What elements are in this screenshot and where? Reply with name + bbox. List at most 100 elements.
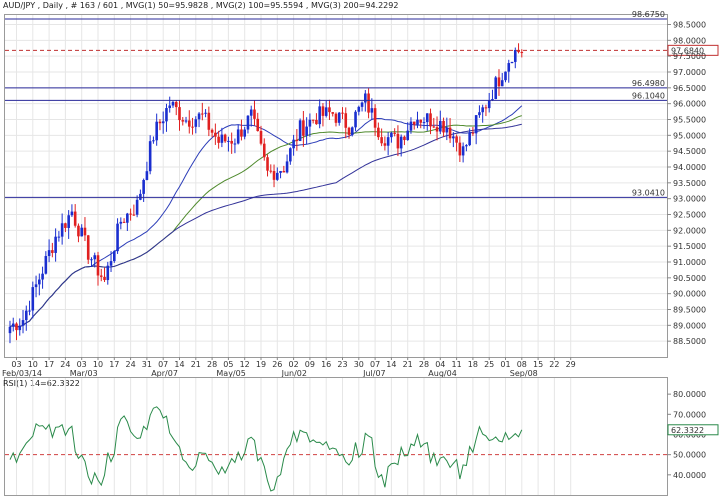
candle-body — [227, 140, 230, 142]
candle-body — [24, 310, 28, 321]
date-tick-label: 03 — [11, 360, 21, 369]
candle-body — [364, 93, 367, 103]
rsi-tick-label: 70.0000 — [673, 410, 706, 419]
date-tick-label: 17 — [109, 360, 119, 369]
date-tick-label: 01 — [500, 360, 510, 369]
candle-body — [99, 275, 103, 277]
candle-body — [236, 129, 240, 144]
candle-body — [439, 120, 442, 132]
date-axis: 03 10 17 24 03 10 17 24 31 07 14 21 28 05 12 19 26 02 09 16… — [2, 357, 576, 378]
candle-body — [324, 107, 328, 116]
candle-body — [383, 143, 387, 146]
price-tick-label: 90.5000 — [673, 274, 706, 283]
candle-body — [308, 119, 312, 127]
candle-body — [292, 139, 295, 149]
candle-body — [158, 121, 162, 124]
candlesticks — [8, 43, 524, 344]
candle-body — [285, 161, 289, 173]
candle-body — [217, 136, 220, 143]
candle-body — [126, 213, 129, 223]
level-label: 96.1040 — [632, 91, 665, 100]
candle-body — [331, 112, 335, 114]
candle-body — [347, 127, 351, 135]
candle-body — [487, 100, 491, 109]
candle-body — [442, 120, 445, 133]
price-tick-label: 93.5000 — [673, 179, 706, 188]
candle-body — [393, 132, 396, 134]
level-label: 93.0410 — [632, 188, 665, 197]
date-tick-label: 18 — [468, 360, 478, 369]
candle-body — [386, 137, 390, 146]
date-tick-label: 12 — [240, 360, 250, 369]
candle-body — [116, 223, 119, 252]
candle-body — [256, 118, 260, 132]
candle-body — [269, 170, 273, 172]
candle-body — [328, 107, 331, 113]
candle-body — [429, 113, 432, 127]
rsi-panel-frame — [4, 377, 668, 496]
candle-body — [406, 130, 409, 141]
candle-body — [416, 119, 419, 125]
date-tick-label: 10 — [28, 360, 38, 369]
candle-body — [461, 146, 465, 156]
candle-body — [458, 142, 462, 156]
rsi-axis: 40.000050.000060.000070.000080.000062.33… — [667, 390, 719, 480]
candle-body — [272, 171, 276, 180]
candle-body — [220, 134, 224, 143]
candle-body — [103, 276, 106, 281]
price-tick-label: 97.0000 — [673, 68, 706, 77]
rsi-grid — [5, 378, 667, 495]
date-tick-label: 17 — [44, 360, 54, 369]
candle-body — [223, 134, 227, 142]
candle-body — [178, 107, 181, 121]
candle-body — [135, 199, 139, 215]
candle-body — [38, 279, 41, 285]
candle-body — [161, 121, 165, 124]
candle-body — [106, 265, 110, 281]
candle-body — [21, 320, 25, 326]
rsi-header: RSI(1) 14=62.3322 — [3, 379, 80, 388]
candle-body — [139, 193, 142, 200]
candle-body — [510, 61, 514, 64]
rsi-value-box — [667, 424, 719, 436]
candle-body — [390, 132, 393, 138]
price-tick-label: 92.5000 — [673, 211, 706, 220]
date-tick-label: 09 — [305, 360, 315, 369]
candle-body — [129, 213, 132, 215]
candle-body — [83, 227, 87, 236]
price-axis: 88.5000 89.0000 89.5000 90.0000 90.5000 91.00… — [667, 21, 706, 346]
candle-body — [289, 148, 292, 162]
candle-body — [54, 236, 57, 253]
candle-body — [478, 112, 481, 116]
candle-body — [191, 126, 194, 128]
candle-body — [145, 171, 149, 180]
moving-average-line — [9, 123, 522, 328]
candle-body — [337, 112, 341, 123]
candle-body — [425, 113, 429, 123]
candle-body — [31, 287, 35, 311]
candle-body — [357, 106, 361, 112]
candle-body — [60, 223, 64, 237]
candle-body — [396, 133, 400, 149]
candle-body — [279, 170, 282, 173]
candle-body — [452, 136, 455, 139]
candle-body — [168, 105, 172, 109]
date-tick-label: 03 — [77, 360, 87, 369]
price-tick-label: 95.5000 — [673, 116, 706, 125]
price-tick-label: 96.0000 — [673, 100, 706, 109]
candle-body — [155, 121, 158, 141]
price-tick-label: 94.5000 — [673, 147, 706, 156]
candle-body — [484, 107, 488, 109]
date-tick-label: 02 — [289, 360, 299, 369]
date-tick-label: 21 — [191, 360, 201, 369]
date-tick-label: 23 — [337, 360, 347, 369]
candle-body — [80, 227, 83, 237]
candle-body — [373, 108, 377, 128]
candle-body — [67, 215, 70, 228]
price-tick-label: 91.5000 — [673, 242, 706, 251]
month-label: Apr/07 — [151, 369, 178, 378]
candle-body — [367, 93, 370, 113]
candle-body — [204, 112, 207, 114]
month-label: Jun/02 — [281, 369, 307, 378]
candle-body — [187, 120, 191, 127]
